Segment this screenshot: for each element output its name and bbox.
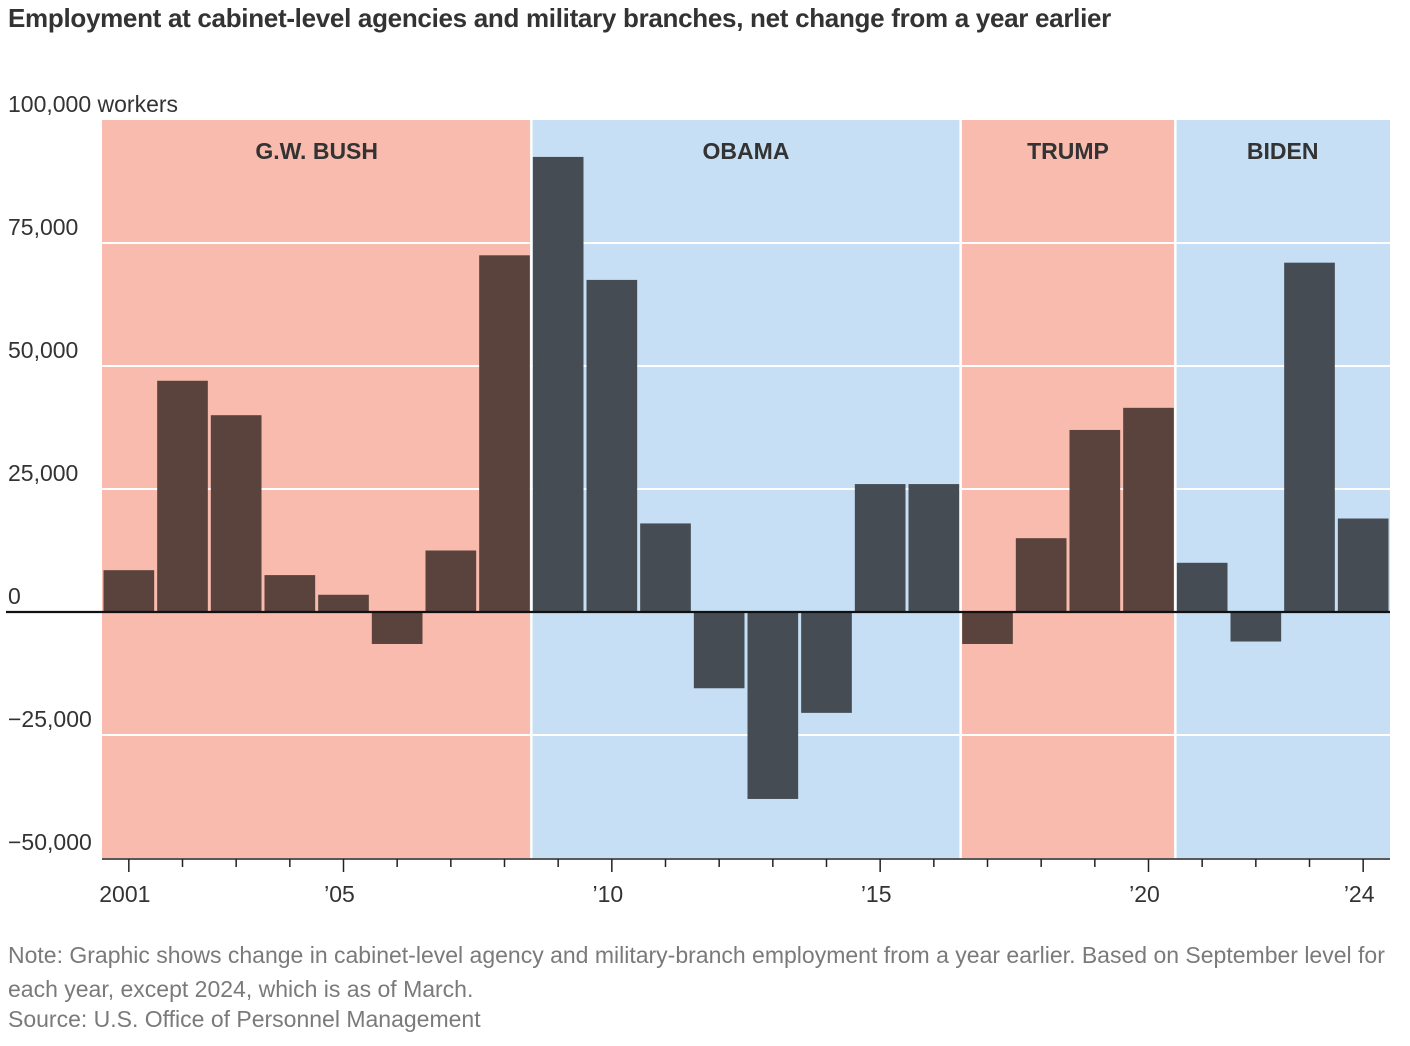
y-tick-label: −50,000 [8, 829, 92, 855]
bar-2004 [264, 575, 316, 612]
bar-2024 [1337, 518, 1389, 612]
bar-2007 [425, 550, 477, 612]
x-tick-label: 2001 [99, 881, 150, 907]
x-tick-label: ’24 [1344, 881, 1375, 907]
axes: 100,000 workers 75,000 50,000 25,000 0 −25,00… [6, 91, 1390, 907]
bar-2021 [1176, 562, 1228, 612]
bar-2002 [157, 380, 208, 612]
bar-2017 [962, 612, 1013, 644]
bar-2015 [854, 484, 906, 612]
era-label: OBAMA [703, 138, 790, 164]
y-tick-label: −25,000 [8, 706, 92, 732]
y-tick-label: 25,000 [8, 460, 78, 486]
era-labels: G.W. BUSH OBAMA TRUMP BIDEN [255, 138, 1318, 164]
y-tick-label: 0 [8, 583, 21, 609]
bar-2006 [371, 612, 423, 644]
era-label: BIDEN [1247, 138, 1319, 164]
bars [103, 156, 1389, 799]
bar-2010 [586, 279, 638, 612]
bar-2016 [908, 484, 960, 612]
y-tick-label: 50,000 [8, 337, 78, 363]
bar-2001 [103, 570, 155, 612]
chart-source: Source: U.S. Office of Personnel Managem… [8, 1006, 481, 1032]
bar-2014 [801, 612, 852, 713]
bar-2003 [210, 415, 262, 612]
bar-2018 [1015, 538, 1067, 612]
bar-2020 [1123, 407, 1174, 612]
x-tick-label: ’10 [592, 881, 623, 907]
bar-2023 [1284, 262, 1335, 612]
bar-2009 [532, 156, 584, 612]
bar-2022 [1230, 612, 1282, 642]
bar-chart: G.W. BUSH OBAMA TRUMP BIDEN 100,000 workers… [6, 91, 1390, 907]
era-label: G.W. BUSH [255, 138, 378, 164]
bar-2013 [747, 612, 799, 799]
bar-2005 [318, 594, 369, 612]
bar-2012 [693, 612, 745, 689]
chart-note: Note: Graphic shows change in cabinet-le… [8, 942, 1385, 1002]
bar-2008 [479, 255, 530, 613]
x-tick-label: ’15 [861, 881, 892, 907]
bar-2019 [1069, 429, 1121, 612]
x-tick-label: ’05 [324, 881, 355, 907]
y-tick-label: 100,000 workers [8, 91, 178, 117]
chart-title: Employment at cabinet-level agencies and… [8, 3, 1111, 33]
bar-2011 [640, 523, 691, 612]
x-tick-label: ’20 [1129, 881, 1160, 907]
y-tick-label: 75,000 [8, 214, 78, 240]
gridlines [102, 242, 1390, 736]
era-label: TRUMP [1027, 138, 1109, 164]
